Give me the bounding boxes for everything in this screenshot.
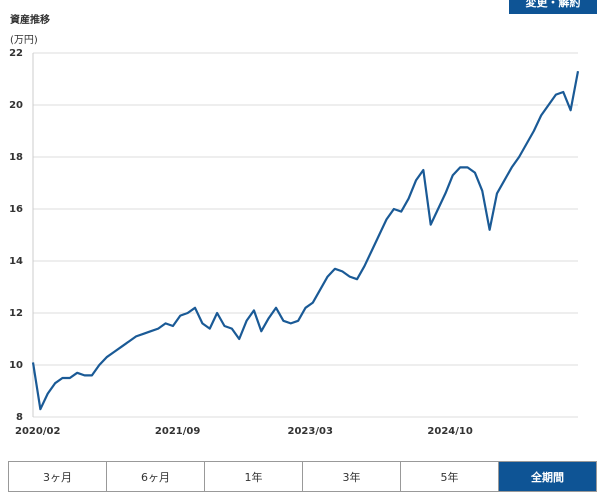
change-cancel-button[interactable]: 変更・解約 — [509, 0, 597, 14]
period-button[interactable]: 1年 — [204, 462, 302, 491]
x-tick-label: 2024/10 — [427, 426, 472, 437]
y-tick-label: 10 — [9, 360, 23, 371]
chart: 資産推移 (万円) 8 10 12 14 16 18 20 22 2020/02 2021/09 2… — [9, 13, 580, 437]
period-button[interactable]: 5年 — [400, 462, 498, 491]
period-button[interactable]: 6ヶ月 — [106, 462, 204, 491]
y-tick-label: 22 — [9, 48, 23, 59]
y-tick-label: 8 — [16, 412, 23, 423]
y-tick-label: 18 — [9, 152, 23, 163]
period-buttons: 3ヶ月 6ヶ月 1年 3年 5年 全期間 — [8, 461, 597, 492]
period-button[interactable]: 3年 — [302, 462, 400, 491]
line-series — [31, 70, 580, 411]
y-tick-label: 14 — [9, 256, 23, 267]
x-tick-label: 2023/03 — [288, 426, 333, 437]
y-tick-label: 20 — [9, 100, 23, 111]
x-tick-label: 2021/09 — [155, 426, 200, 437]
y-tick-label: 12 — [9, 308, 23, 319]
x-tick-label: 2020/02 — [15, 426, 60, 437]
period-button[interactable]: 全期間 — [498, 462, 596, 491]
period-button[interactable]: 3ヶ月 — [43, 470, 72, 484]
y-tick-label: 16 — [9, 204, 23, 215]
y-axis-label: (万円) — [10, 35, 38, 46]
chart-title: 資産推移 — [10, 13, 50, 26]
